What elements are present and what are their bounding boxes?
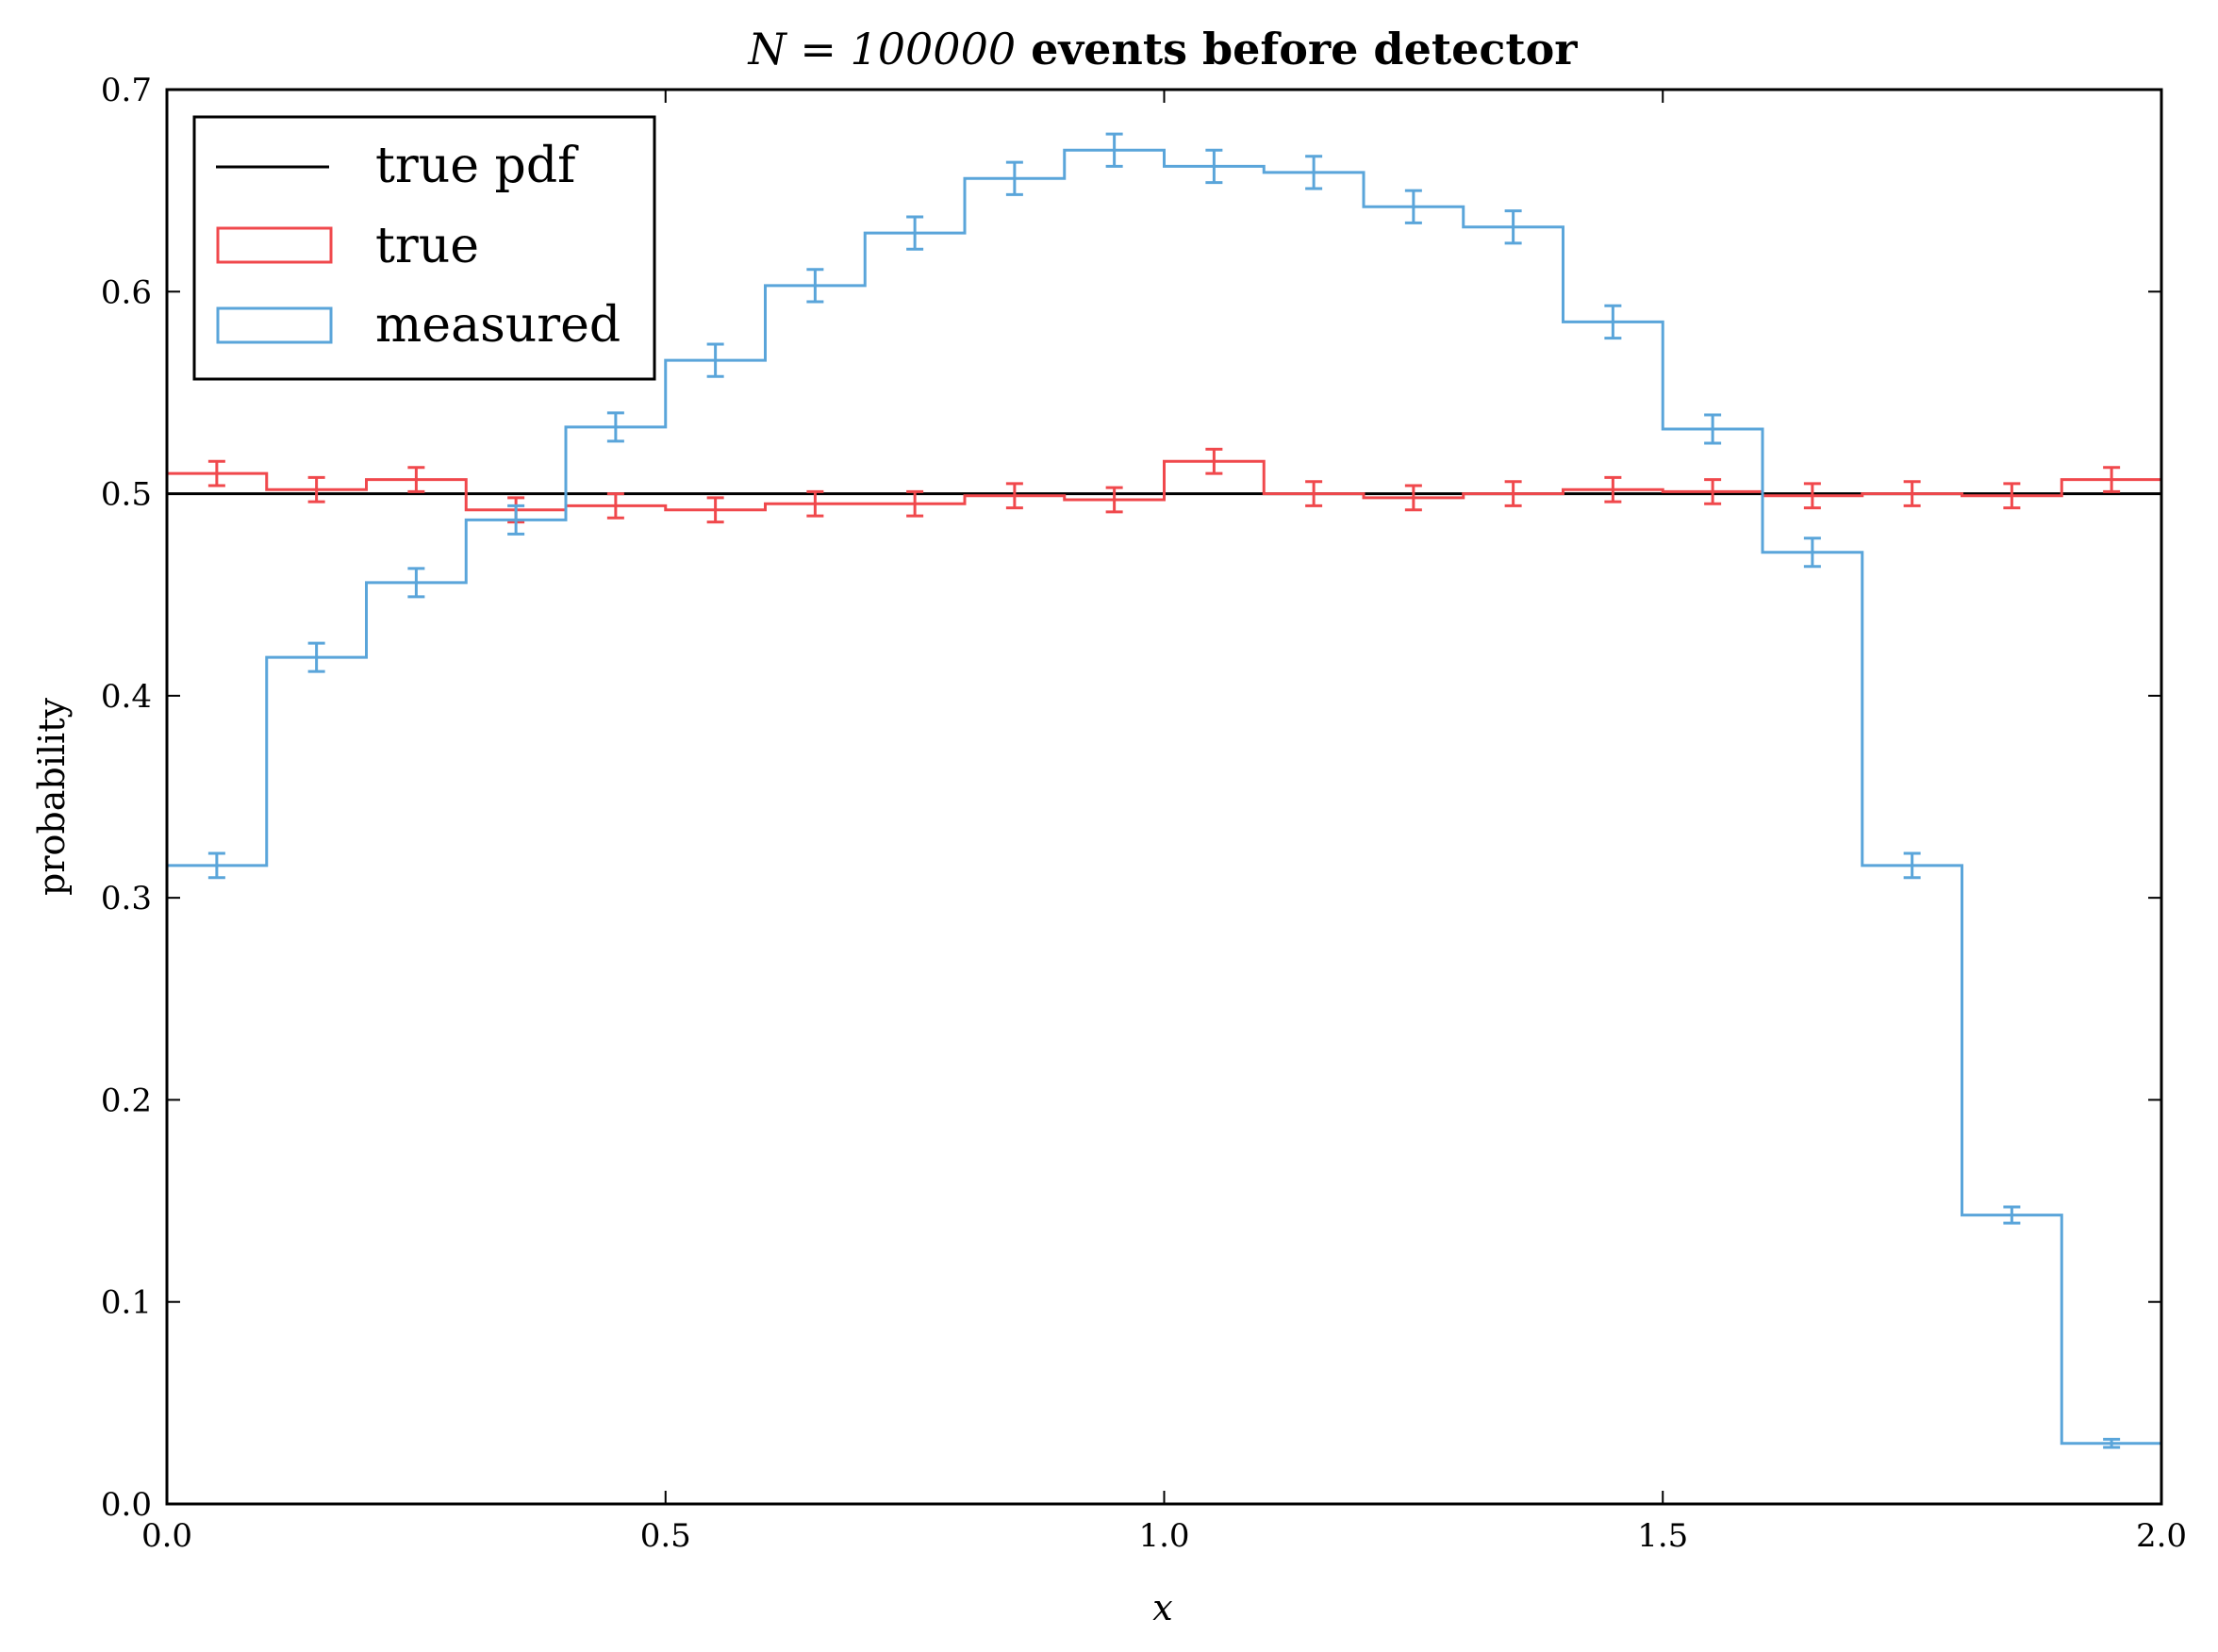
x-tick-label: 2.0: [2136, 1517, 2187, 1555]
error-bar-measured: [606, 411, 624, 443]
legend-label-measured: measured: [375, 297, 621, 354]
y-tick-label: 0.6: [101, 273, 152, 311]
y-tick-label: 0.3: [101, 880, 152, 917]
error-bar-measured: [507, 504, 525, 536]
y-tick-label: 0.1: [101, 1284, 152, 1322]
error-bar-true: [1404, 484, 1422, 512]
x-tick-label: 0.5: [640, 1517, 691, 1555]
plot-area: [167, 132, 2161, 1449]
x-axis-label: x: [1152, 1587, 1172, 1628]
error-bar-measured: [1803, 537, 1821, 569]
error-bar-measured: [407, 567, 425, 599]
legend-label-true: true: [375, 218, 479, 274]
error-bar-measured: [1504, 209, 1522, 245]
error-bar-true: [307, 475, 325, 504]
error-bar-true: [806, 489, 824, 518]
legend-true-swatch: [216, 226, 333, 264]
error-bar-true: [606, 492, 624, 520]
legend-label-true-pdf: true pdf: [375, 138, 579, 194]
x-tick-label: 1.5: [1637, 1517, 1688, 1555]
y-axis-label: probability: [31, 698, 73, 896]
error-bar-measured: [1005, 160, 1023, 196]
axis-ticks: 0.0 0.5 1.0 1.5 2.0 0.0 0.1 0.2 0.3 0.4 0.5 0.6 0.7: [101, 72, 2187, 1555]
error-bar-measured: [1404, 189, 1422, 224]
chart-title-text: events before detector: [1016, 24, 1578, 74]
legend-measured-swatch: [216, 306, 333, 344]
error-bar-measured: [1105, 132, 1123, 168]
error-bar-measured: [307, 641, 325, 673]
error-bar-measured: [1704, 413, 1722, 445]
x-tick-label: 1.0: [1138, 1517, 1189, 1555]
series-measured: [167, 132, 2161, 1449]
error-bar-true: [1604, 475, 1622, 504]
error-bar-measured: [706, 342, 724, 378]
error-bar-measured: [207, 851, 225, 880]
legend-box: [192, 115, 656, 381]
x-tick-label: 0.0: [141, 1517, 192, 1555]
chart-title-math: N = 100000: [747, 24, 1016, 74]
error-bar-measured: [1305, 155, 1323, 190]
error-bar-true: [906, 489, 924, 518]
series-true-step: [167, 459, 2161, 512]
legend: true pdf true measured: [192, 115, 656, 381]
y-tick-label: 0.7: [101, 72, 152, 109]
y-tick-label: 0.5: [101, 476, 152, 514]
y-tick-label: 0.2: [101, 1082, 152, 1119]
error-bar-true: [407, 466, 425, 493]
error-bar-true: [2103, 466, 2121, 493]
error-bar-true: [1903, 480, 1921, 507]
error-bar-measured: [1604, 304, 1622, 340]
error-bar-true: [207, 459, 225, 487]
y-tick-label: 0.4: [101, 678, 152, 716]
series-true: [167, 447, 2161, 524]
error-bar-measured: [2103, 1437, 2121, 1449]
error-bar-true: [1803, 482, 1821, 510]
error-bar-measured: [806, 268, 824, 304]
error-bar-measured: [2003, 1205, 2021, 1225]
error-bar-measured: [1903, 851, 1921, 880]
error-bar-measured: [1205, 148, 1223, 185]
error-bar-measured: [906, 215, 924, 251]
error-bar-true: [1105, 486, 1123, 514]
error-bar-true: [706, 496, 724, 524]
error-bar-true: [1704, 478, 1722, 505]
chart-title: N = 100000 events before detector: [747, 24, 1578, 74]
error-bar-true: [1504, 480, 1522, 507]
error-bar-true: [2003, 482, 2021, 510]
error-bar-true: [1305, 480, 1323, 507]
error-bar-true: [1005, 482, 1023, 510]
error-bar-true: [1205, 447, 1223, 475]
y-tick-label: 0.0: [101, 1486, 152, 1524]
